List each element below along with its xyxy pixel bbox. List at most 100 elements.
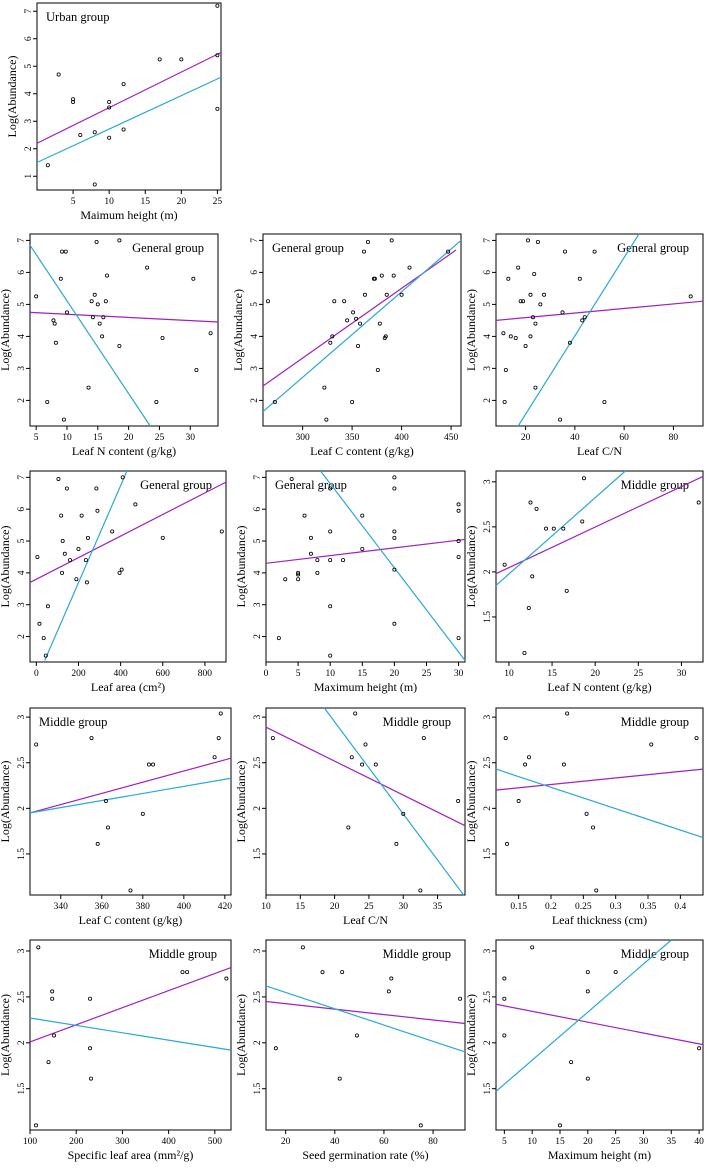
panel-title: General group — [140, 478, 212, 492]
data-point — [456, 799, 461, 804]
data-point — [121, 82, 126, 87]
x-tick-label: 30 — [186, 433, 196, 443]
data-point — [349, 755, 354, 760]
data-point — [105, 825, 110, 830]
y-tick-label: 2 — [17, 634, 27, 639]
data-point — [360, 762, 365, 767]
x-tick-label: 600 — [156, 669, 171, 679]
data-point — [146, 762, 151, 767]
blue-fit-line — [44, 470, 128, 661]
data-point — [585, 1076, 590, 1081]
data-point — [88, 1076, 93, 1081]
data-point — [456, 502, 461, 507]
y-tick-label: 3 — [483, 948, 493, 953]
y-tick-label: 3 — [250, 366, 260, 371]
plot-frame — [36, 2, 222, 191]
data-point — [391, 273, 396, 278]
data-point — [384, 292, 389, 297]
data-point — [89, 736, 94, 741]
panel-6: 0 5 10 15 20 25 30 2 3 4 5 6 7 Maximum height (m) Log(… — [234, 470, 466, 694]
data-point — [530, 945, 535, 950]
data-point — [394, 841, 399, 846]
data-point — [215, 3, 220, 8]
data-point — [332, 299, 337, 304]
data-point — [71, 97, 76, 102]
y-axis-label: Log(Abundance) — [234, 526, 248, 608]
data-point — [526, 238, 531, 243]
data-point — [145, 265, 150, 270]
data-point — [194, 367, 199, 372]
data-point — [53, 340, 58, 345]
data-point — [224, 976, 229, 981]
data-point — [92, 130, 97, 135]
x-tick-label: 400 — [113, 669, 128, 679]
y-axis-label: Log(Abundance) — [0, 761, 12, 843]
x-tick-label: 20 — [390, 669, 400, 679]
plot-frame — [265, 939, 466, 1131]
purple-fit-line — [29, 481, 227, 583]
x-tick-label: 15 — [93, 433, 103, 443]
data-point — [345, 318, 350, 323]
data-point — [308, 535, 313, 540]
x-tick-label: 0.25 — [575, 902, 592, 912]
y-tick-label: 4 — [17, 334, 27, 339]
y-tick-label: 4 — [17, 570, 27, 575]
data-point — [528, 334, 533, 339]
data-point — [103, 299, 108, 304]
data-point — [342, 299, 347, 304]
x-tick-label: 0 — [34, 669, 39, 679]
data-point — [300, 945, 305, 950]
data-point — [320, 970, 325, 975]
data-point — [34, 294, 39, 299]
data-point — [121, 127, 126, 132]
x-tick-label: 10 — [527, 1137, 537, 1147]
data-point — [60, 539, 65, 544]
data-point — [389, 238, 394, 243]
blue-fit-line — [36, 76, 222, 164]
data-point — [501, 331, 506, 336]
data-point — [56, 72, 61, 77]
panel-10: 0.15 0.2 0.25 0.3 0.35 0.4 1.5 2 2.5 3 Leaf thickn… — [464, 707, 704, 927]
x-axis-label: Maximum height (m) — [548, 1148, 651, 1162]
x-tick-label: 25 — [634, 669, 644, 679]
data-point — [360, 546, 365, 551]
x-tick-label: 300 — [115, 1137, 130, 1147]
data-point — [418, 1123, 423, 1128]
x-tick-label: 30 — [454, 669, 464, 679]
y-tick-label: 3 — [17, 948, 27, 953]
data-point — [215, 106, 220, 111]
x-tick-label: 0.4 — [674, 902, 686, 912]
panel-12: 20 40 60 80 1.5 2 2.5 3 Seed germination rate (%… — [234, 939, 466, 1162]
data-point — [350, 399, 355, 404]
panel-title: Urban group — [46, 10, 110, 24]
panel-5: 0 200 400 600 800 2 3 4 5 6 7 Leaf area (cm²) Log(Ab… — [0, 470, 227, 694]
x-tick-label: 15 — [358, 669, 368, 679]
panel-3: 300 350 400 450 2 3 4 5 6 7 Leaf C content (g/kg) L… — [231, 233, 462, 458]
data-point — [88, 1046, 93, 1051]
x-tick-label: 5 — [34, 433, 39, 443]
data-point — [697, 1046, 702, 1051]
panel-9: 10 15 20 25 30 35 1.5 2 2.5 3 Leaf C/N Log(Abundanc… — [234, 707, 466, 927]
data-point — [216, 736, 221, 741]
data-point — [581, 476, 586, 481]
data-point — [340, 970, 345, 975]
data-point — [649, 742, 654, 747]
y-tick-label: 1.5 — [253, 1083, 263, 1095]
y-tick-label: 6 — [17, 507, 27, 512]
data-point — [585, 989, 590, 994]
data-point — [526, 755, 531, 760]
x-tick-label: 25 — [155, 433, 165, 443]
data-point — [212, 755, 217, 760]
x-tick-label: 0.3 — [610, 902, 622, 912]
x-tick-label: 30 — [677, 669, 687, 679]
panel-8: 340 360 380 400 420 1.5 2 2.5 3 Leaf C content (g… — [0, 707, 232, 927]
data-point — [95, 841, 100, 846]
data-point — [502, 976, 507, 981]
blue-fit-line — [265, 985, 466, 1053]
y-tick-label: 6 — [483, 270, 493, 275]
data-point — [60, 570, 65, 575]
data-point — [60, 249, 65, 254]
panel-13: 5 10 15 20 25 30 35 40 1.5 2 2.5 3 Maximum height (m… — [464, 939, 704, 1162]
data-point — [330, 334, 335, 339]
data-point — [133, 502, 138, 507]
